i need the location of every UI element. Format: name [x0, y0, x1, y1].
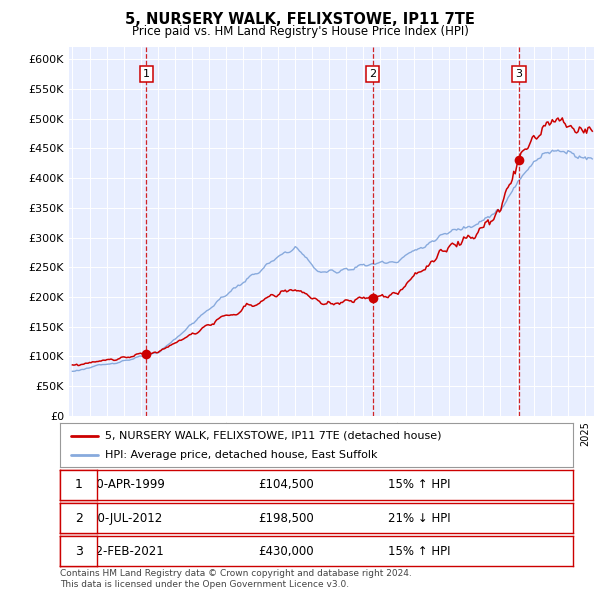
Text: HPI: Average price, detached house, East Suffolk: HPI: Average price, detached house, East… — [105, 450, 377, 460]
Text: 12-FEB-2021: 12-FEB-2021 — [89, 545, 164, 558]
Text: 1: 1 — [74, 478, 83, 491]
Text: 5, NURSERY WALK, FELIXSTOWE, IP11 7TE (detached house): 5, NURSERY WALK, FELIXSTOWE, IP11 7TE (d… — [105, 431, 442, 441]
Text: Contains HM Land Registry data © Crown copyright and database right 2024.
This d: Contains HM Land Registry data © Crown c… — [60, 569, 412, 589]
Text: 3: 3 — [74, 545, 83, 558]
Text: 15% ↑ HPI: 15% ↑ HPI — [388, 545, 451, 558]
Text: 20-JUL-2012: 20-JUL-2012 — [91, 512, 163, 525]
Text: 1: 1 — [143, 69, 150, 79]
Text: 2: 2 — [369, 69, 376, 79]
Text: £430,000: £430,000 — [258, 545, 314, 558]
Text: £104,500: £104,500 — [258, 478, 314, 491]
Text: 5, NURSERY WALK, FELIXSTOWE, IP11 7TE: 5, NURSERY WALK, FELIXSTOWE, IP11 7TE — [125, 12, 475, 27]
Text: 15% ↑ HPI: 15% ↑ HPI — [388, 478, 451, 491]
Text: Price paid vs. HM Land Registry's House Price Index (HPI): Price paid vs. HM Land Registry's House … — [131, 25, 469, 38]
Text: 21% ↓ HPI: 21% ↓ HPI — [388, 512, 451, 525]
Text: £198,500: £198,500 — [258, 512, 314, 525]
Text: 30-APR-1999: 30-APR-1999 — [89, 478, 164, 491]
Text: 2: 2 — [74, 512, 83, 525]
Text: 3: 3 — [515, 69, 523, 79]
